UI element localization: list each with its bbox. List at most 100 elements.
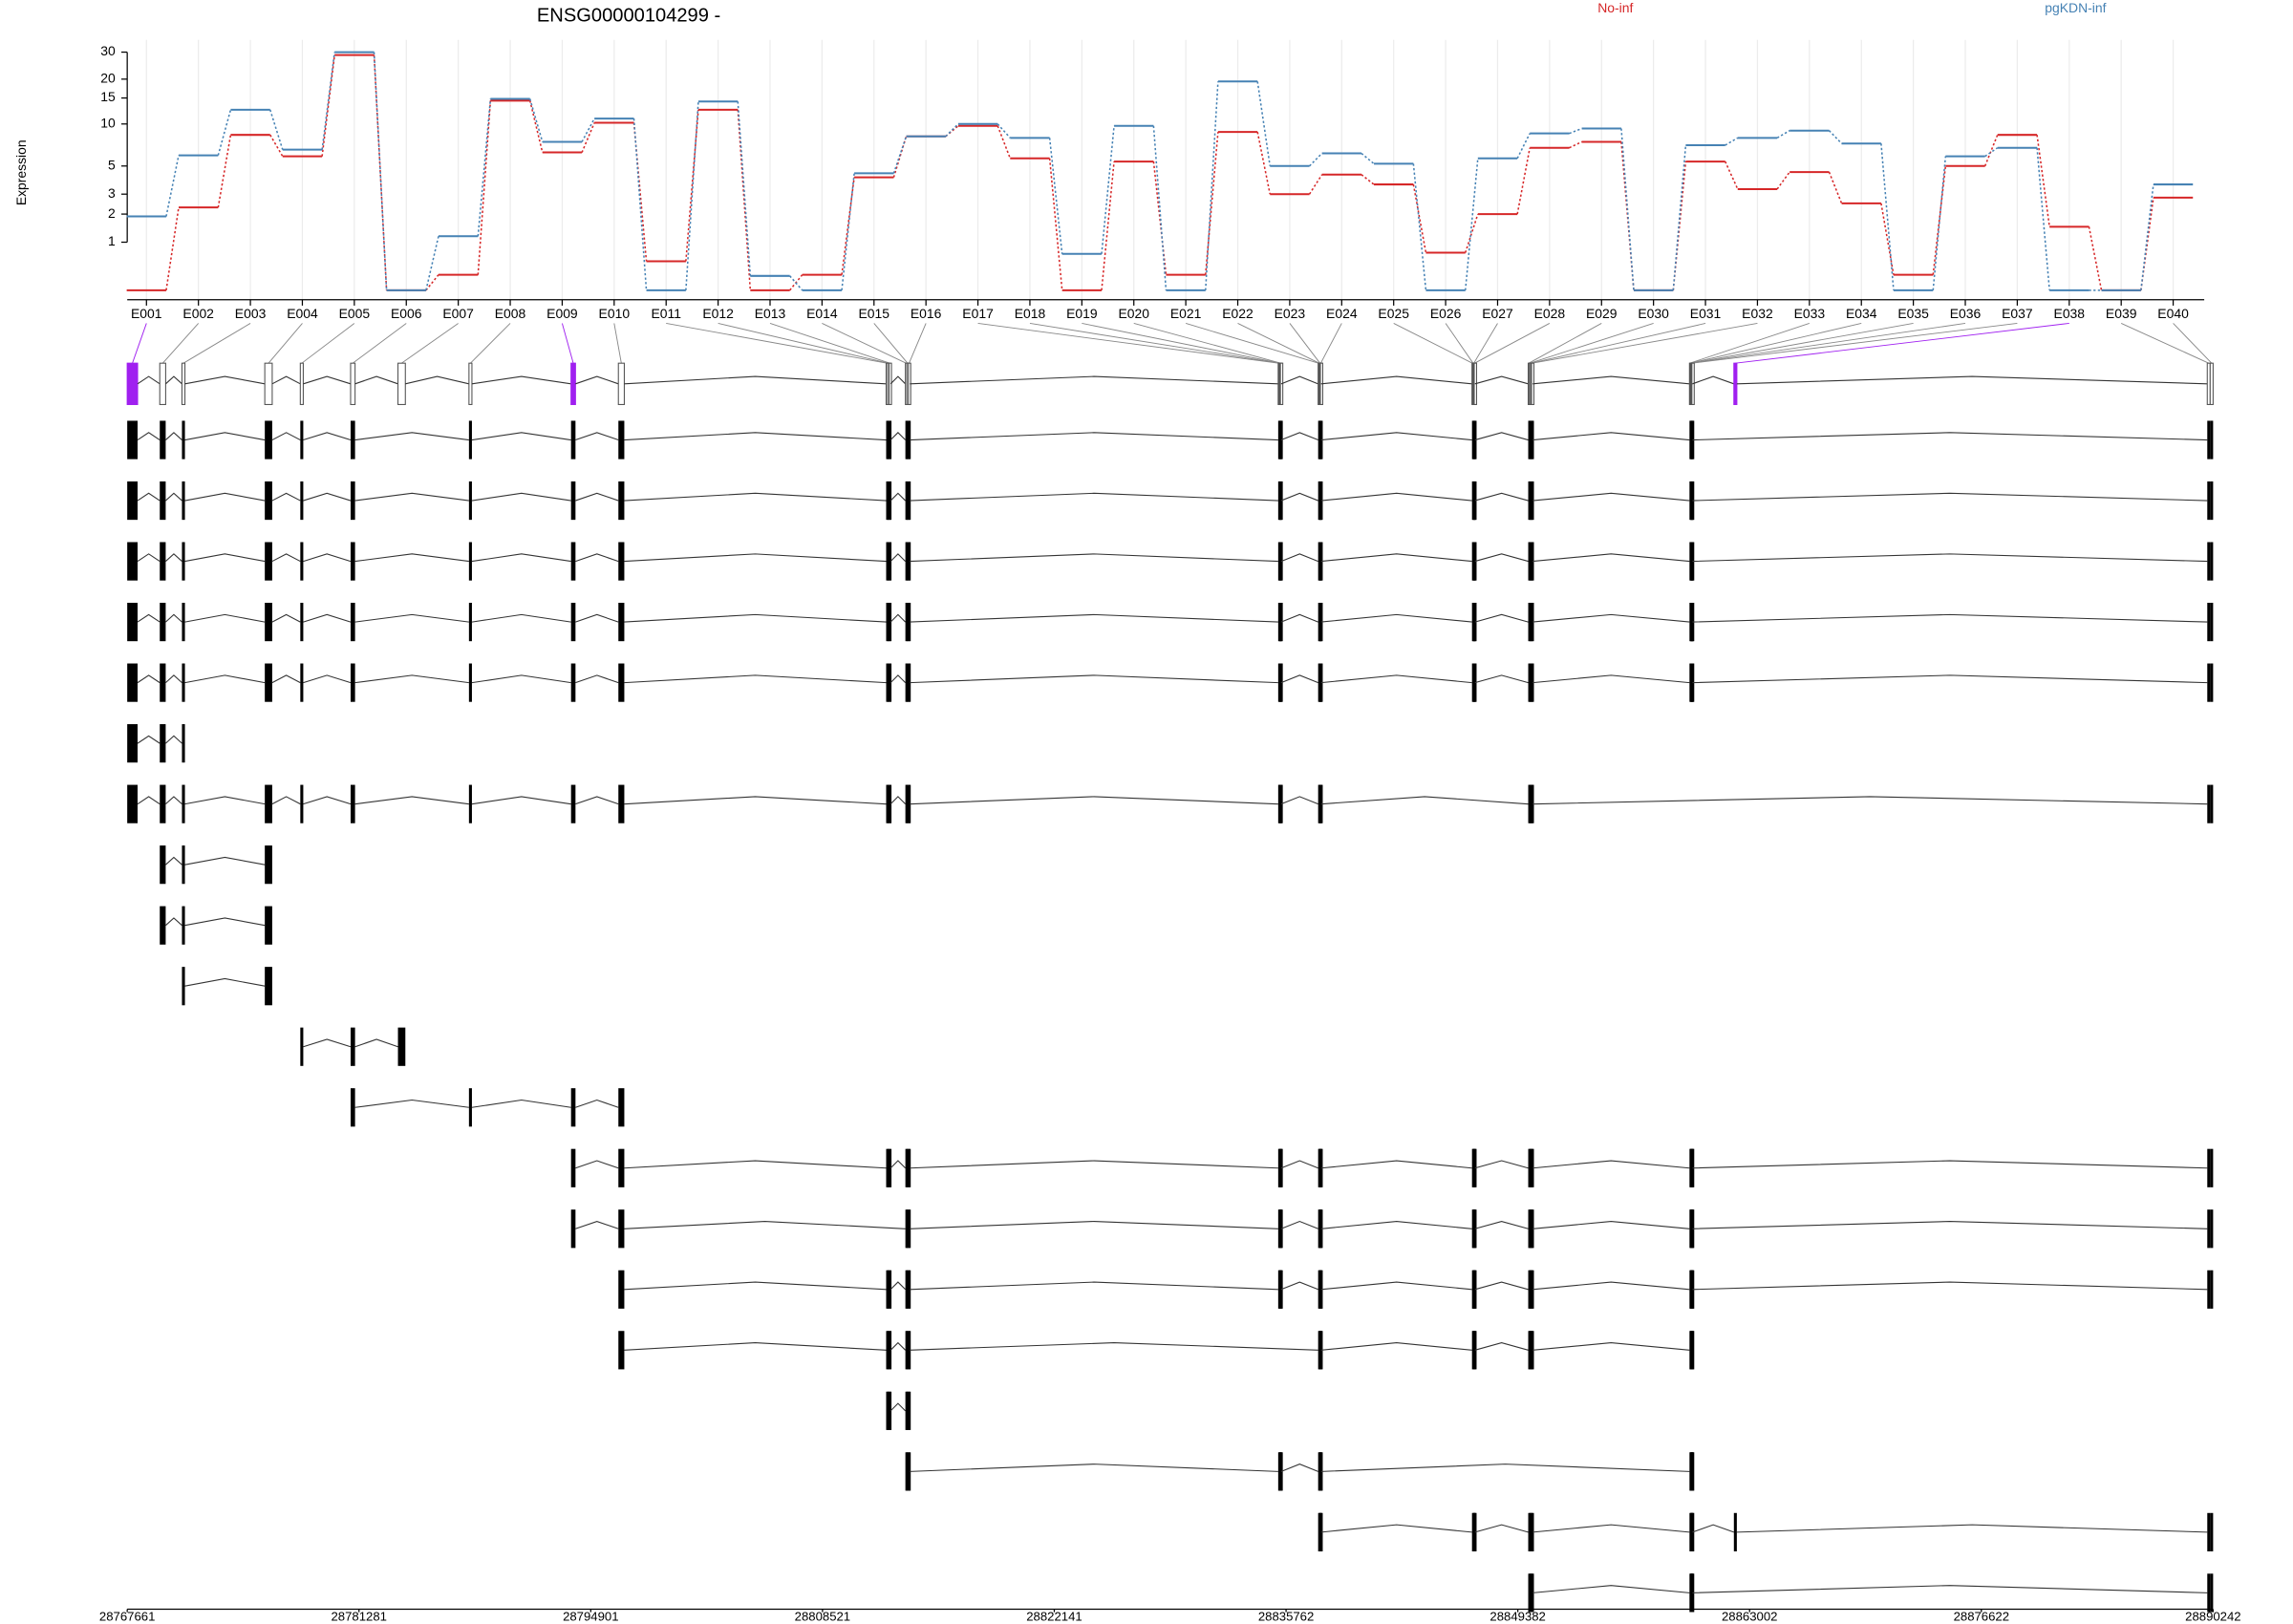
series-connector: [1516, 133, 1531, 160]
series-connector: [789, 275, 804, 291]
gene-intron: [405, 375, 469, 385]
x-tick-label: E014: [806, 306, 838, 321]
transcript-intron: [624, 1281, 887, 1291]
transcript-intron: [1692, 432, 2208, 441]
transcript-exon: [886, 481, 889, 521]
transcript-intron: [471, 796, 571, 805]
transcript-exon: [907, 481, 910, 521]
transcript-intron: [1320, 1464, 1690, 1472]
transcript-intron: [303, 674, 352, 684]
transcript-exon: [300, 420, 304, 459]
transcript-intron: [354, 1038, 398, 1048]
transcript-intron: [1532, 1221, 1690, 1229]
x-tick-label: E012: [702, 306, 734, 321]
transcript-exon: [889, 1270, 892, 1309]
series-connector: [2036, 135, 2050, 227]
transcript-intron: [1320, 674, 1472, 684]
exon-connector: [1735, 322, 2069, 364]
transcript-exon: [618, 663, 625, 702]
transcript-exon: [888, 481, 890, 521]
transcript-intron: [184, 553, 266, 563]
exon-connector: [909, 323, 927, 364]
transcript-intron: [1532, 613, 1690, 623]
transcript-intron: [624, 553, 887, 563]
transcript-exon: [265, 420, 272, 459]
transcript-exon: [2207, 1148, 2211, 1187]
transcript-exon: [905, 1391, 909, 1430]
exon-connector: [182, 323, 251, 364]
x-tick-label: E013: [755, 306, 786, 321]
transcript-exon: [265, 603, 272, 642]
transcript-intron: [1280, 492, 1318, 502]
transcript-exon: [300, 542, 304, 581]
transcript-intron: [889, 613, 907, 623]
series-connector: [1361, 152, 1375, 164]
series-connector: [1569, 140, 1582, 149]
transcript-intron: [1280, 553, 1318, 563]
transcript-intron: [1320, 1281, 1472, 1291]
gene-exon: [181, 362, 186, 405]
series-connector: [841, 177, 855, 275]
transcript-intron: [471, 492, 571, 502]
transcript-intron: [354, 613, 469, 623]
transcript-intron: [624, 1160, 887, 1169]
series-connector: [2140, 183, 2154, 290]
transcript-exon: [160, 784, 166, 823]
series-connector: [373, 54, 388, 290]
series-connector: [321, 52, 335, 150]
x-tick-label: E036: [1950, 306, 1982, 321]
x-tick-label: E002: [182, 306, 214, 321]
series-connector: [1828, 171, 1843, 204]
series-connector: [1205, 132, 1219, 275]
transcript-intron: [910, 674, 1278, 684]
transcript-exon: [570, 603, 576, 642]
transcript-exon: [182, 967, 185, 1006]
transcript-intron: [1474, 492, 1529, 502]
transcript-intron: [1320, 613, 1472, 623]
transcript-exon: [468, 663, 472, 702]
exon-connector: [1133, 323, 1281, 364]
series-connector: [321, 54, 335, 157]
transcript-exon: [908, 1270, 911, 1309]
transcript-intron: [354, 553, 469, 563]
transcript-exon: [908, 542, 911, 581]
series-connector: [1620, 128, 1635, 290]
exon-connector: [718, 323, 889, 364]
transcript-intron: [137, 492, 161, 502]
series-connector: [1620, 141, 1635, 290]
series-connector: [1725, 160, 1739, 190]
series-connector: [477, 100, 492, 275]
transcript-intron: [184, 432, 266, 441]
transcript-exon: [888, 1148, 890, 1187]
transcript-exon: [160, 481, 166, 521]
x-tick-label: E007: [442, 306, 474, 321]
transcript-intron: [137, 674, 161, 684]
transcript-exon: [908, 1391, 911, 1430]
gene-intron: [471, 375, 571, 385]
y-tick-label: 10: [100, 115, 116, 130]
y-axis-label: Expression: [13, 139, 29, 205]
transcript-exon: [905, 542, 909, 581]
transcript-intron: [165, 796, 182, 805]
transcript-exon: [905, 420, 909, 459]
transcript-intron: [137, 796, 161, 805]
transcript-intron: [1280, 796, 1318, 805]
transcript-exon: [908, 481, 911, 521]
x-tick-label: E033: [1794, 306, 1826, 321]
gene-intron: [1474, 375, 1529, 385]
x-tick-label: 28822141: [1026, 1610, 1082, 1624]
transcript-exon: [570, 420, 576, 459]
transcript-intron: [1532, 796, 2208, 805]
transcript-intron: [184, 674, 266, 684]
transcript-intron: [1320, 796, 1529, 805]
series-connector: [945, 123, 959, 138]
transcript-intron: [910, 1221, 1278, 1229]
series-connector: [1101, 125, 1115, 254]
series-connector: [1361, 174, 1375, 185]
transcript-intron: [271, 432, 301, 441]
transcript-exon: [127, 542, 139, 581]
transcript-intron: [184, 856, 266, 865]
transcript-intron: [575, 1160, 619, 1169]
